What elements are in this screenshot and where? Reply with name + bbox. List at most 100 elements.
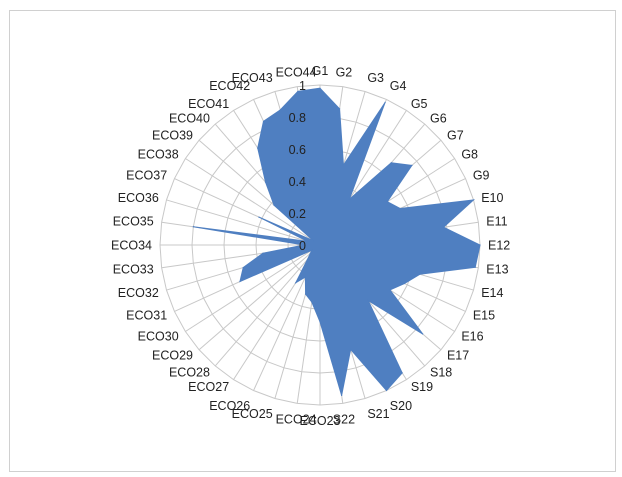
- category-label-g5: G5: [411, 97, 428, 111]
- data-point-eco30: [311, 249, 313, 251]
- category-label-eco26: ECO26: [209, 399, 250, 413]
- data-point-eco44: [297, 90, 299, 92]
- data-point-eco38: [312, 240, 314, 242]
- category-label-e12: E12: [488, 239, 510, 253]
- spoke-eco36: [166, 199, 321, 246]
- category-label-g9: G9: [473, 169, 490, 183]
- spoke-eco28: [214, 244, 321, 367]
- category-label-eco31: ECO31: [126, 308, 167, 322]
- category-label-e10: E10: [481, 191, 503, 205]
- data-point-eco40: [264, 181, 267, 183]
- data-point-e12: [479, 244, 481, 246]
- category-label-eco28: ECO28: [169, 365, 210, 379]
- data-point-eco35: [192, 226, 194, 228]
- data-point-e10: [472, 199, 475, 201]
- series-area-1: [193, 87, 481, 396]
- category-label-g3: G3: [367, 71, 384, 85]
- category-label-eco38: ECO38: [138, 148, 179, 162]
- tick-label-0-8: 0.8: [289, 111, 306, 125]
- data-point-eco31: [239, 280, 241, 283]
- data-point-eco24: [311, 301, 313, 303]
- category-label-eco24: ECO24: [276, 412, 317, 426]
- data-point-eco42: [262, 120, 265, 122]
- data-point-eco29: [309, 252, 311, 254]
- category-label-eco44: ECO44: [276, 66, 317, 80]
- data-point-g1: [319, 87, 321, 89]
- data-point-e17: [422, 333, 424, 335]
- data-point-s19: [401, 372, 403, 374]
- category-label-g4: G4: [390, 79, 407, 93]
- data-point-eco28: [306, 258, 309, 261]
- data-point-g5: [348, 198, 351, 200]
- tick-label-0: 0: [299, 239, 306, 253]
- category-label-e16: E16: [461, 329, 483, 343]
- category-label-eco25: ECO25: [232, 407, 273, 421]
- data-point-eco23: [319, 321, 321, 323]
- data-point-eco39: [273, 204, 275, 206]
- data-point-g8: [386, 201, 388, 203]
- category-label-eco39: ECO39: [152, 128, 193, 142]
- category-label-s18: S18: [430, 365, 452, 379]
- category-label-g2: G2: [336, 66, 353, 80]
- tick-label-0-2: 0.2: [289, 207, 306, 221]
- category-label-s21: S21: [367, 407, 389, 421]
- data-point-e14: [419, 273, 421, 275]
- category-label-eco23: ECO23: [300, 414, 341, 428]
- tick-label-0-6: 0.6: [289, 143, 306, 157]
- category-label-g8: G8: [461, 148, 478, 162]
- category-label-eco43: ECO43: [232, 71, 273, 85]
- category-label-eco30: ECO30: [138, 329, 179, 343]
- category-label-g7: G7: [447, 128, 464, 142]
- category-label-e15: E15: [473, 308, 495, 322]
- category-label-eco41: ECO41: [188, 97, 229, 111]
- data-point-g9: [399, 207, 401, 210]
- category-label-s22: S22: [333, 412, 355, 426]
- data-point-s20: [385, 389, 388, 392]
- category-label-eco33: ECO33: [113, 262, 154, 276]
- category-label-eco35: ECO35: [113, 215, 154, 229]
- tick-label-1: 1: [299, 79, 306, 93]
- category-label-eco42: ECO42: [209, 79, 250, 93]
- category-label-eco37: ECO37: [126, 169, 167, 183]
- data-point-e13: [474, 266, 476, 268]
- category-label-eco34: ECO34: [111, 239, 152, 253]
- category-label-s20: S20: [390, 399, 412, 413]
- data-point-g6: [390, 162, 392, 164]
- category-label-eco36: ECO36: [118, 191, 159, 205]
- category-label-eco32: ECO32: [118, 286, 159, 300]
- category-label-e13: E13: [486, 262, 508, 276]
- category-label-eco29: ECO29: [152, 349, 193, 363]
- data-point-s21: [350, 348, 352, 350]
- data-point-eco37: [258, 216, 260, 218]
- data-point-eco41: [257, 147, 259, 149]
- data-point-e15: [403, 282, 406, 285]
- data-point-eco36: [307, 240, 309, 242]
- data-point-eco25: [304, 293, 307, 295]
- data-point-eco32: [242, 266, 244, 269]
- spoke-eco38: [185, 158, 321, 246]
- data-point-g4: [384, 101, 386, 103]
- data-point-e16: [389, 289, 391, 291]
- spoke-eco29: [198, 244, 321, 351]
- tick-label-0-4: 0.4: [289, 175, 306, 189]
- spoke-eco30: [185, 244, 321, 332]
- data-point-e11: [442, 226, 445, 228]
- data-point-eco34: [303, 244, 305, 246]
- data-point-g3: [342, 164, 345, 166]
- category-label-g1: G1: [312, 64, 329, 78]
- data-point-g7: [411, 164, 413, 166]
- data-point-eco27: [295, 282, 297, 284]
- category-label-eco40: ECO40: [169, 112, 210, 126]
- category-label-e17: E17: [447, 349, 469, 363]
- data-point-s22: [341, 394, 343, 397]
- data-point-eco33: [262, 252, 264, 254]
- data-point-eco26: [304, 276, 306, 278]
- radial-tick-labels: 0 0.2 0.4 0.6 0.8 1: [289, 79, 306, 253]
- category-label-e14: E14: [481, 286, 503, 300]
- category-label-s19: S19: [411, 380, 433, 394]
- category-label-g6: G6: [430, 112, 447, 126]
- data-point-g2: [338, 108, 341, 110]
- category-label-e11: E11: [486, 215, 507, 229]
